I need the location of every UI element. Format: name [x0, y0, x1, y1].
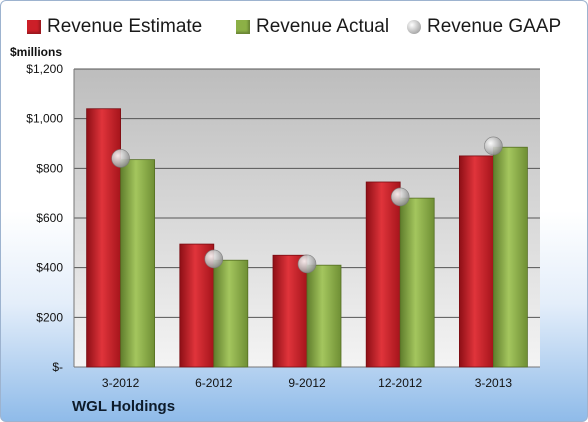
y-tick-label: $800	[36, 161, 63, 175]
legend-square-marker	[27, 20, 41, 34]
x-tick-label: 6-2012	[195, 376, 233, 390]
bar-revenue-actual	[120, 159, 155, 368]
legend-label: Revenue GAAP	[427, 16, 562, 37]
y-tick-label: $600	[36, 211, 63, 225]
legend-circle-marker	[407, 20, 421, 34]
y-tick-label: $1,000	[26, 112, 63, 126]
x-tick-label: 12-2012	[378, 376, 422, 390]
legend-label: Revenue Actual	[256, 16, 390, 37]
bar-revenue-actual	[213, 259, 249, 368]
y-tick-label: $-	[52, 360, 63, 374]
legend: Revenue Estimate Revenue Actual Revenue GA…	[1, 15, 587, 39]
legend-item: Revenue Actual	[236, 15, 389, 39]
point-revenue-gaap	[390, 187, 410, 207]
bar-revenue-actual	[399, 197, 435, 368]
bar-revenue-actual	[306, 264, 342, 368]
bar-revenue-actual	[492, 146, 528, 368]
y-axis-units-label: $millions	[10, 45, 63, 59]
x-tick-label: 3-2013	[475, 376, 513, 390]
y-tick-label: $1,200	[26, 62, 63, 76]
point-revenue-gaap	[111, 149, 130, 168]
legend-label: Revenue Estimate	[47, 16, 203, 37]
company-name: WGL Holdings	[72, 398, 176, 415]
y-tick-label: $400	[36, 261, 63, 275]
x-tick-label: 3-2012	[102, 376, 140, 390]
bar-revenue-estimate	[365, 181, 401, 368]
bar-revenue-estimate	[272, 254, 308, 368]
legend-square-marker	[236, 20, 250, 34]
point-revenue-gaap	[484, 136, 503, 156]
y-tick-label: $200	[36, 310, 63, 324]
point-revenue-gaap	[204, 249, 224, 269]
bar-revenue-estimate	[458, 155, 494, 368]
legend-item: Revenue GAAP	[407, 15, 561, 39]
x-tick-label: 9-2012	[288, 376, 326, 390]
legend-item: Revenue Estimate	[27, 15, 202, 39]
point-revenue-gaap	[297, 254, 317, 274]
bar-revenue-estimate	[86, 108, 121, 368]
